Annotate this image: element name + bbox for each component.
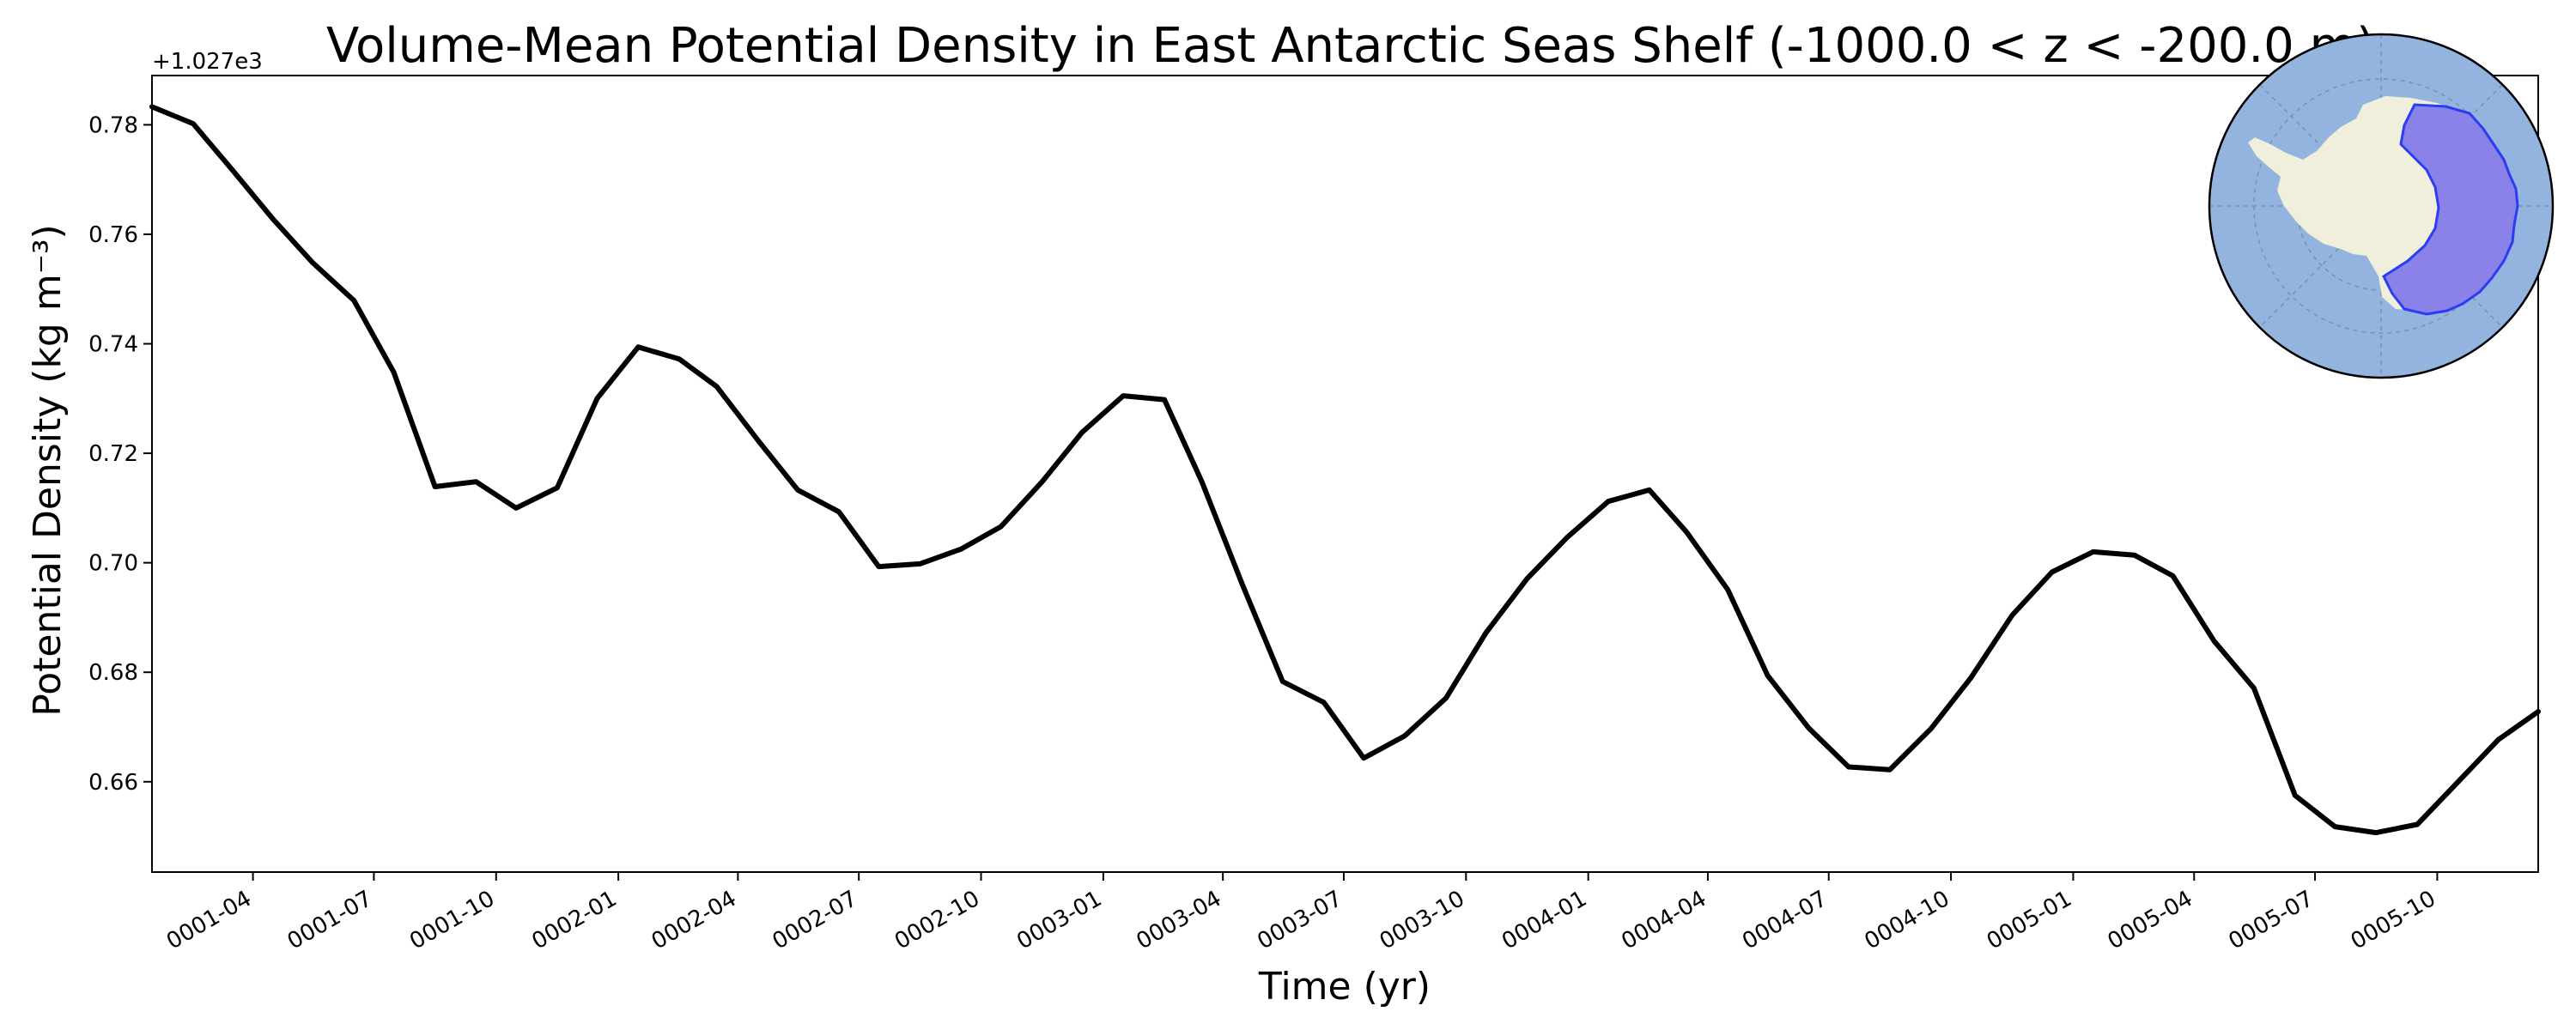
inset-map: [2208, 33, 2555, 379]
x-axis-label: Time (yr): [1258, 965, 1431, 1009]
y-tick-label: 0.72: [88, 441, 138, 467]
x-tick-label: 0003-10: [1376, 886, 1469, 954]
y-tick-label: 0.66: [88, 770, 138, 796]
plot-area: 0.660.680.700.720.740.760.78 0001-04 0001…: [88, 75, 2541, 954]
x-tick-label: 0003-04: [1133, 886, 1226, 954]
y-tick-label: 0.74: [88, 332, 138, 358]
y-axis-offset-label: +1.027e3: [152, 49, 263, 75]
x-tick-label: 0004-04: [1617, 886, 1710, 954]
x-tick-label: 0003-01: [1012, 886, 1106, 954]
x-tick-label: 0005-07: [2224, 886, 2318, 954]
x-tick-label: 0001-04: [162, 886, 256, 954]
x-axis-ticks: 0001-04 0001-07 0001-10 0002-01 0002-04 0002-…: [162, 872, 2440, 954]
x-tick-label: 0004-10: [1860, 886, 1953, 954]
x-tick-label: 0002-04: [647, 886, 741, 954]
density-series-line: [149, 104, 2541, 836]
y-axis-label: Potential Density (kg m⁻³): [26, 224, 70, 716]
x-tick-label: 0002-01: [528, 886, 622, 954]
x-tick-label: 0004-07: [1738, 886, 1832, 954]
x-tick-label: 0001-10: [405, 886, 499, 954]
y-tick-label: 0.70: [88, 551, 138, 577]
inset-map-east-antarctic-seas-region: [2382, 103, 2519, 316]
y-tick-label: 0.68: [88, 660, 138, 686]
y-tick-label: 0.76: [88, 222, 138, 248]
x-tick-label: 0004-01: [1498, 886, 1591, 954]
inset-map-border: [2208, 33, 2555, 379]
chart-title: Volume-Mean Potential Density in East An…: [326, 18, 2375, 74]
x-tick-label: 0002-10: [890, 886, 984, 954]
y-tick-label: 0.78: [88, 112, 138, 138]
x-tick-label: 0005-01: [1983, 886, 2076, 954]
x-tick-label: 0003-07: [1253, 886, 1346, 954]
x-tick-label: 0005-10: [2347, 886, 2440, 954]
x-tick-label: 0001-07: [283, 886, 377, 954]
plot-frame: [151, 75, 2539, 873]
y-axis-ticks: 0.66 0.68 0.70 0.72 0.74 0.76 0.78: [88, 112, 152, 796]
x-tick-label: 0002-07: [769, 886, 862, 954]
x-tick-label: 0005-04: [2104, 886, 2197, 954]
series-layer: [149, 104, 2541, 836]
